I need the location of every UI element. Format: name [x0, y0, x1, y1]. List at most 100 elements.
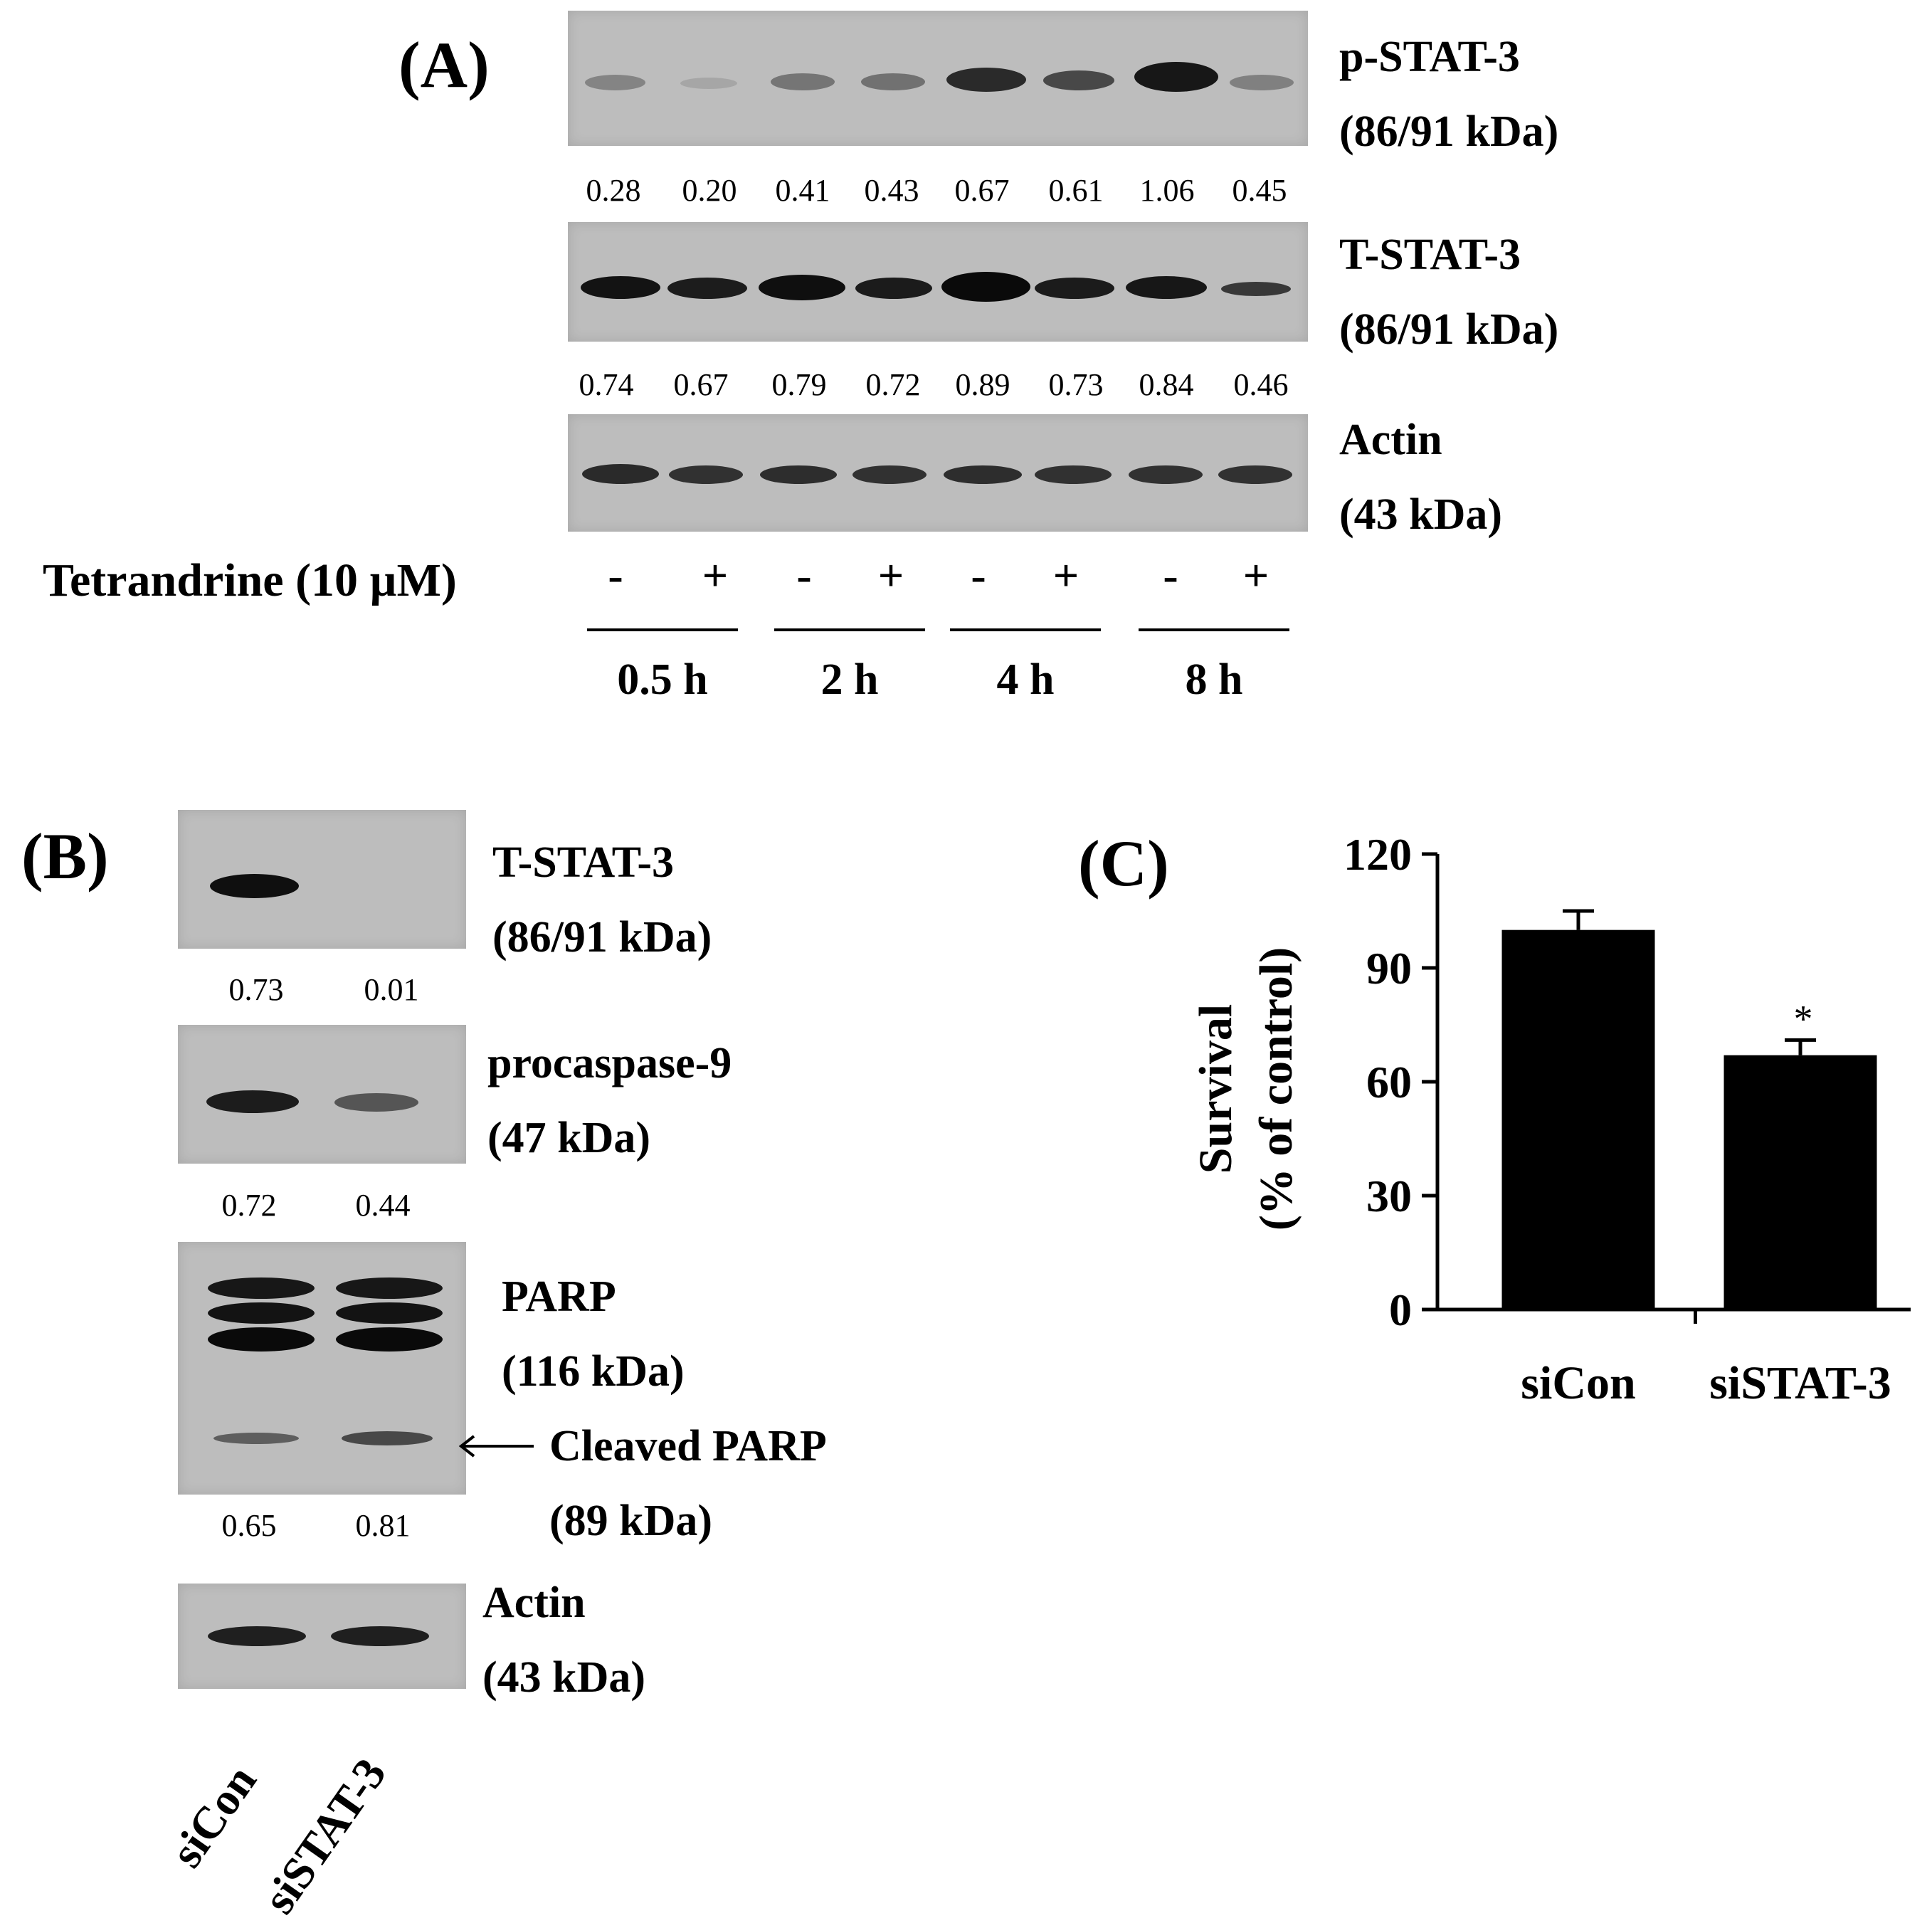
- band: [946, 68, 1026, 92]
- label-a-tstat3: T-STAT-3 (86/91 kDa): [1339, 231, 1559, 354]
- time-divider: [950, 628, 1101, 631]
- treatment-sign: -: [796, 550, 812, 601]
- band: [208, 1327, 315, 1352]
- label-b-cleaved-parp: Cleaved PARP (89 kDa): [549, 1422, 827, 1546]
- label-b-tstat3: T-STAT-3 (86/91 kDa): [492, 838, 712, 962]
- treatment-sign: -: [608, 550, 623, 601]
- quant-value: 0.28: [586, 173, 641, 208]
- lane-label-sistat3: siSTAT-3: [253, 1749, 396, 1923]
- blot-b-tstat3: [178, 810, 466, 949]
- band: [336, 1302, 443, 1324]
- y-tick-label: 30: [1366, 1171, 1412, 1221]
- band: [581, 276, 660, 299]
- lane-label-sicon: siCon: [160, 1756, 266, 1877]
- panel-c-letter: (C): [1078, 827, 1169, 900]
- band: [1230, 75, 1294, 90]
- band: [582, 464, 659, 484]
- significance-marker: *: [1794, 997, 1813, 1040]
- y-tick-label: 120: [1344, 829, 1412, 880]
- quant-value: 0.44: [355, 1188, 411, 1223]
- y-tick-label: 0: [1389, 1285, 1412, 1335]
- quant-value: 0.20: [682, 173, 737, 208]
- time-point: 2 h: [820, 655, 879, 704]
- treatment-sign: -: [1163, 550, 1178, 601]
- treatment-sign: +: [877, 550, 904, 601]
- treatment-sign: -: [971, 550, 986, 601]
- band: [1218, 465, 1292, 484]
- quant-value: 0.84: [1139, 367, 1194, 402]
- band: [760, 465, 837, 484]
- band: [771, 73, 835, 90]
- x-tick-label: siSTAT-3: [1709, 1357, 1891, 1409]
- quant-value: 0.61: [1048, 173, 1104, 208]
- label-b-actin: Actin (43 kDa): [482, 1579, 646, 1702]
- band: [667, 278, 747, 299]
- panel-b-letter: (B): [21, 820, 109, 892]
- quant-value: 0.65: [221, 1508, 277, 1543]
- y-tick-label: 60: [1366, 1057, 1412, 1107]
- cleaved-parp-arrow: [458, 1435, 534, 1458]
- time-point: 0.5 h: [617, 655, 708, 704]
- band: [855, 278, 932, 299]
- time-point: 4 h: [996, 655, 1055, 704]
- y-axis-label-units: (% of control): [1250, 947, 1302, 1231]
- quant-value: 0.89: [955, 367, 1010, 402]
- quant-value: 0.72: [865, 367, 921, 402]
- label-a-actin: Actin (43 kDa): [1339, 416, 1503, 539]
- band: [944, 465, 1022, 484]
- band: [208, 1277, 315, 1299]
- blot-a-actin: [568, 414, 1308, 532]
- band: [334, 1093, 418, 1112]
- quant-value: 0.01: [364, 972, 419, 1007]
- y-tick-label: 90: [1366, 943, 1412, 994]
- blot-a-pstat3: [568, 11, 1308, 146]
- treatment-sign: +: [1052, 550, 1080, 601]
- band: [669, 465, 743, 484]
- x-tick-label: siCon: [1521, 1357, 1635, 1409]
- quant-value: 1.06: [1139, 173, 1195, 208]
- label-a-pstat3: p-STAT-3 (86/91 kDa): [1339, 33, 1559, 157]
- bar-sistat-3: [1724, 1055, 1877, 1310]
- quant-value: 0.79: [771, 367, 827, 402]
- band: [336, 1327, 443, 1352]
- band: [585, 75, 645, 90]
- treatment-sign: +: [702, 550, 729, 601]
- band: [213, 1433, 299, 1444]
- band: [210, 874, 299, 898]
- band: [1043, 70, 1114, 90]
- treatment-label: Tetrandrine (10 µM): [43, 554, 457, 606]
- quant-value: 0.73: [228, 972, 284, 1007]
- band: [861, 73, 925, 90]
- treatment-sign: +: [1242, 550, 1269, 601]
- bar-sicon: [1501, 929, 1655, 1310]
- blot-b-parp: [178, 1242, 466, 1495]
- band: [1129, 465, 1203, 484]
- quant-value: 0.67: [673, 367, 729, 402]
- label-b-parp: PARP (116 kDa): [502, 1273, 685, 1396]
- quant-value: 0.74: [579, 367, 634, 402]
- band: [941, 272, 1030, 302]
- blot-b-actin: [178, 1584, 466, 1689]
- quant-value: 0.43: [864, 173, 919, 208]
- band: [680, 78, 737, 89]
- band: [342, 1431, 433, 1445]
- time-divider: [587, 628, 738, 631]
- panel-a-letter: (A): [398, 28, 490, 101]
- band: [208, 1302, 315, 1324]
- quant-value: 0.41: [775, 173, 830, 208]
- quant-value: 0.73: [1048, 367, 1104, 402]
- blot-a-tstat3: [568, 222, 1308, 342]
- band: [208, 1626, 306, 1646]
- time-point: 8 h: [1185, 655, 1243, 704]
- time-divider: [774, 628, 925, 631]
- blot-b-procaspase9: [178, 1025, 466, 1164]
- band: [331, 1626, 429, 1646]
- quant-value: 0.46: [1233, 367, 1289, 402]
- band: [206, 1090, 299, 1113]
- quant-value: 0.72: [221, 1188, 277, 1223]
- y-axis-label: Survival: [1190, 1004, 1242, 1174]
- band: [1035, 278, 1114, 299]
- quant-value: 0.45: [1232, 173, 1287, 208]
- quant-value: 0.67: [954, 173, 1010, 208]
- band: [852, 465, 927, 484]
